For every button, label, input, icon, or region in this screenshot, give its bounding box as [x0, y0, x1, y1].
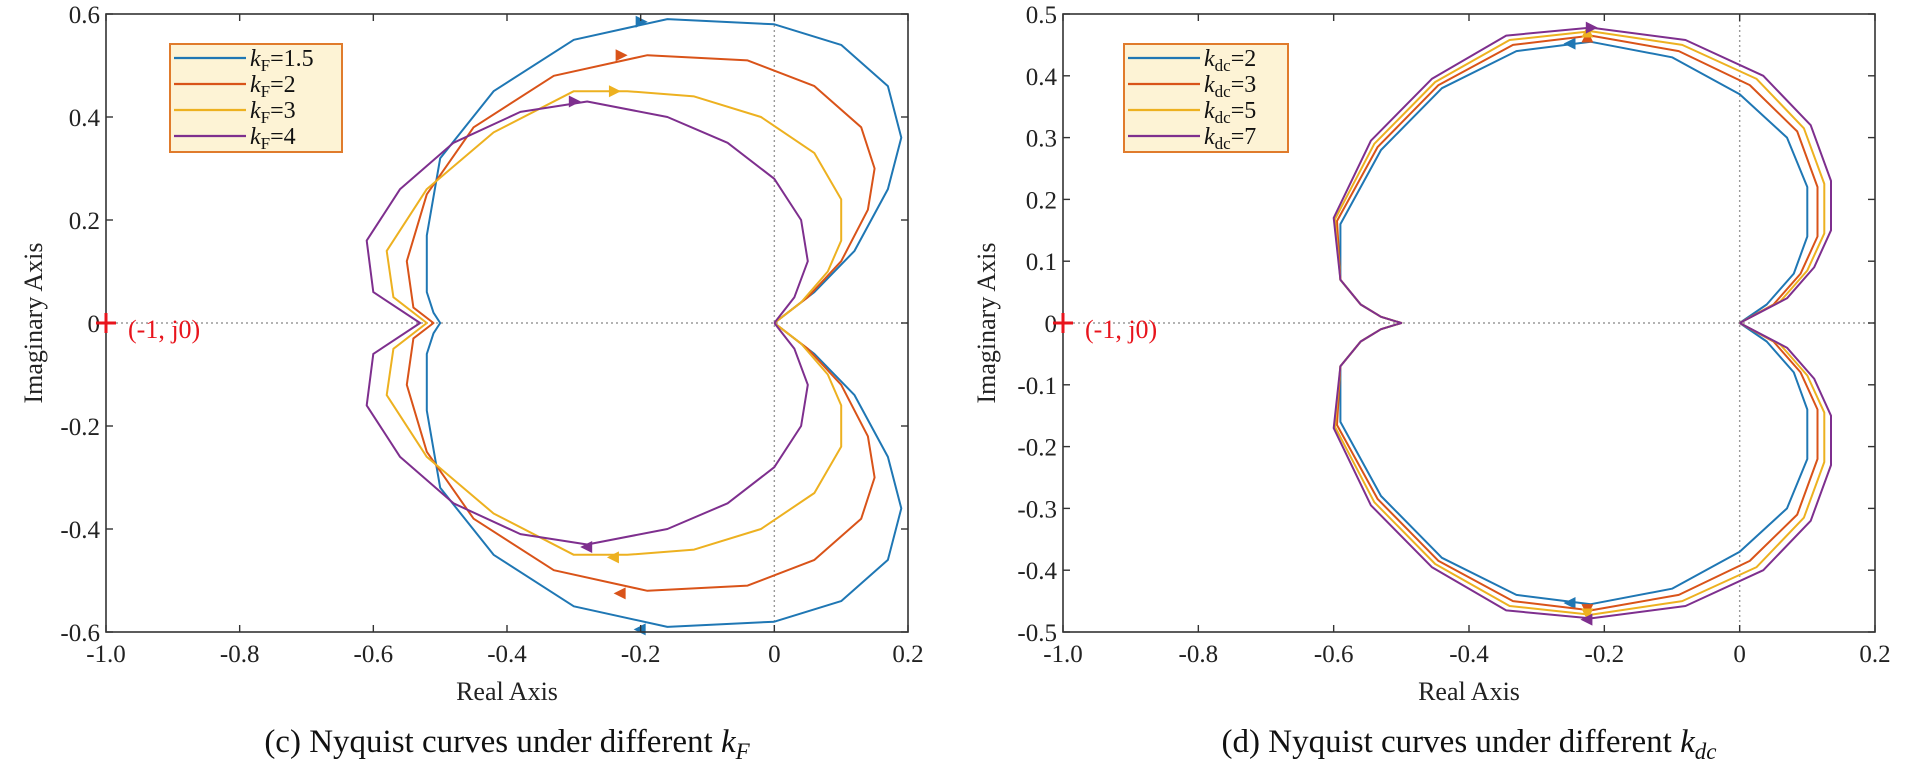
legend-label-2: kdc=3 [1204, 72, 1256, 101]
x-tick-label: -0.6 [354, 641, 394, 668]
x-tick-label: 0 [1733, 641, 1746, 668]
y-tick-label: -0.4 [1017, 558, 1057, 585]
legend-label-1: kdc=2 [1204, 46, 1256, 75]
y-axis-label: Imaginary Axis [19, 242, 48, 403]
y-tick-label: 0.1 [1026, 249, 1057, 276]
direction-arrow-1-1 [1563, 37, 1576, 50]
x-tick-label: -1.0 [1043, 641, 1083, 668]
y-tick-label: 0.6 [69, 2, 100, 29]
legend-label-3: kF=3 [250, 98, 296, 127]
x-tick-label: -0.6 [1314, 641, 1354, 668]
y-tick-label: 0 [88, 311, 101, 338]
y-tick-label: 0.2 [69, 208, 100, 235]
direction-arrow-4-2 [1580, 613, 1593, 626]
x-axis-label: Real Axis [1418, 677, 1520, 706]
y-axis-label: Imaginary Axis [972, 242, 1001, 403]
critical-point-label: (-1, j0) [1085, 315, 1157, 344]
panel-d-nyquist-kdc: -1.0 -0.8 -0.6 -0.4 -0.2 0 0.2 -0.5 -0.4 -0.3 -0.2… [972, 2, 1891, 764]
legend-label-4: kdc=7 [1204, 124, 1256, 153]
legend-label-4: kF=4 [250, 124, 296, 153]
legend-box [1123, 43, 1289, 153]
y-tick-label: -0.6 [60, 620, 100, 647]
figure-caption: (d) Nyquist curves under different kdc [1222, 724, 1717, 764]
y-tick-label: 0.2 [1026, 187, 1057, 214]
y-tick-label: -0.2 [60, 414, 100, 441]
direction-arrow-4-1 [1585, 21, 1598, 34]
x-axis-label: Real Axis [456, 677, 558, 706]
direction-arrow-3-2 [1581, 608, 1594, 621]
direction-arrow-2-2 [613, 587, 626, 600]
y-tick-label: 0 [1045, 311, 1058, 338]
series-line-3 [385, 90, 843, 556]
panel-c-nyquist-kF: -1.0 -0.8 -0.6 -0.4 -0.2 0 0.2 -0.6 -0.4 -0.2 0 0.2… [19, 2, 924, 764]
legend-label-2: kF=2 [250, 72, 296, 101]
legend: kF=1.5kF=2kF=3kF=4 [169, 43, 343, 153]
direction-arrow-3-1 [608, 85, 621, 98]
direction-arrow-4-2 [580, 541, 593, 554]
direction-arrow-1-2 [1563, 596, 1576, 609]
legend-label-1: kF=1.5 [250, 46, 314, 75]
y-tick-label: 0.4 [1026, 64, 1058, 91]
direction-arrow-2-1 [615, 49, 628, 62]
y-tick-label: 0.4 [69, 105, 101, 132]
y-tick-label: 0.5 [1026, 2, 1057, 29]
critical-point-label: (-1, j0) [128, 315, 200, 344]
y-tick-label: -0.5 [1017, 620, 1057, 647]
x-tick-label: 0 [768, 641, 781, 668]
x-tick-label: -1.0 [86, 641, 126, 668]
x-tick-label: -0.8 [1179, 641, 1219, 668]
direction-arrow-3-2 [606, 551, 619, 564]
y-tick-label: -0.1 [1017, 373, 1057, 400]
y-tick-label: 0.3 [1026, 126, 1057, 153]
x-tick-label: -0.4 [1449, 641, 1489, 668]
direction-arrow-4-1 [568, 95, 581, 108]
series-line-4 [365, 100, 809, 546]
series-line-4 [1332, 26, 1832, 620]
legend-label-3: kdc=5 [1204, 98, 1256, 127]
series-line-2 [405, 54, 876, 592]
figure-caption: (c) Nyquist curves under different kF [264, 724, 750, 764]
x-tick-label: 0.2 [1859, 641, 1890, 668]
x-tick-label: -0.2 [621, 641, 661, 668]
direction-arrow-1-1 [635, 15, 648, 28]
series-line-1 [425, 18, 903, 628]
y-tick-label: -0.2 [1017, 435, 1057, 462]
x-tick-label: -0.4 [487, 641, 527, 668]
direction-arrow-1-2 [633, 623, 646, 636]
x-tick-label: -0.8 [220, 641, 260, 668]
x-tick-label: -0.2 [1585, 641, 1625, 668]
x-tick-label: 0.2 [892, 641, 923, 668]
y-tick-label: -0.4 [60, 517, 100, 544]
legend-box [169, 43, 343, 153]
y-tick-label: -0.3 [1017, 496, 1057, 523]
